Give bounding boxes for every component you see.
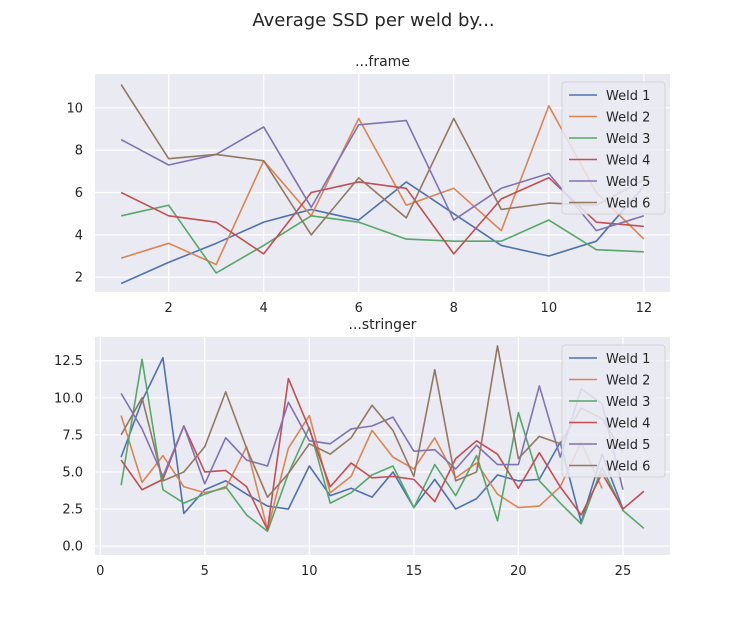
frame-legend: Weld 1 Weld 2 Weld 3 Weld 4 Weld 5 Weld 6: [561, 81, 666, 215]
stringer-x-tick-label: 5: [201, 564, 209, 579]
stringer-y-tick-label: 10.0: [54, 391, 83, 406]
stringer-x-tick-label: 0: [96, 564, 104, 579]
stringer-y-tick-label: 5.0: [62, 465, 83, 480]
frame-legend-label: Weld 4: [606, 154, 650, 169]
frame-y-tick-label: 2: [75, 271, 83, 286]
stringer-legend-label: Weld 3: [606, 395, 650, 410]
stringer-plot: 0 5 10 15 20 250.02.55.07.510.012.5 Weld 1Weld…: [54, 337, 670, 579]
stringer-legend-label: Weld 2: [606, 374, 650, 389]
frame-x-tick-label: 6: [355, 301, 363, 316]
frame-legend-label: Weld 6: [606, 197, 650, 212]
frame-y-tick-label: 6: [75, 186, 83, 201]
frame-legend-label: Weld 1: [606, 89, 650, 104]
stringer-y-tick-label: 12.5: [54, 354, 83, 369]
figure-title: Average SSD per weld by...: [252, 10, 494, 31]
frame-x-tick-label: 12: [636, 301, 653, 316]
stringer-legend-label: Weld 5: [606, 438, 650, 453]
frame-x-tick-label: 4: [260, 301, 268, 316]
frame-x-tick-label: 10: [541, 301, 558, 316]
frame-y-tick-label: 8: [75, 144, 83, 159]
frame-series-line-weld-1: [120, 181, 645, 285]
frame-y-tick-label: 10: [66, 101, 83, 116]
frame-series-line-weld-5: [120, 119, 645, 232]
stringer-y-tick-label: 7.5: [62, 428, 83, 443]
stringer-legend-label: Weld 1: [606, 352, 650, 367]
frame-series-line-weld-3: [120, 204, 644, 274]
stringer-x-tick-label: 15: [406, 564, 423, 579]
stringer-series-line-weld-5: [120, 385, 624, 490]
stringer-subplot-title: ...stringer: [349, 317, 417, 333]
stringer-y-tick-label: 2.5: [62, 503, 83, 518]
stringer-series-line-weld-6: [120, 345, 624, 498]
frame-x-tick-label: 2: [165, 301, 173, 316]
frame-legend-label: Weld 5: [606, 175, 650, 190]
stringer-y-tick-label: 0.0: [62, 540, 83, 555]
stringer-legend-label: Weld 6: [606, 460, 650, 475]
stringer-series-line-weld-3: [120, 358, 645, 533]
frame-series-line-weld-6: [120, 84, 645, 236]
stringer-x-tick-label: 25: [615, 564, 632, 579]
stringer-legend-label: Weld 4: [606, 417, 650, 432]
stringer-series-line-weld-4: [120, 377, 645, 531]
frame-subplot-title: ...frame: [355, 54, 410, 70]
frame-x-tick-label: 8: [450, 301, 458, 316]
stringer-x-tick-label: 10: [301, 564, 318, 579]
frame-y-tick-label: 4: [75, 228, 83, 243]
stringer-legend: Weld 1 Weld 2 Weld 3 Weld 4 Weld 5 Weld 6: [561, 344, 666, 478]
stringer-series-line-weld-2: [120, 414, 603, 531]
frame-legend-label: Weld 3: [606, 132, 650, 147]
frame-series-line-weld-4: [120, 176, 644, 255]
stringer-x-tick-label: 20: [510, 564, 527, 579]
frame-legend-label: Weld 2: [606, 111, 650, 126]
